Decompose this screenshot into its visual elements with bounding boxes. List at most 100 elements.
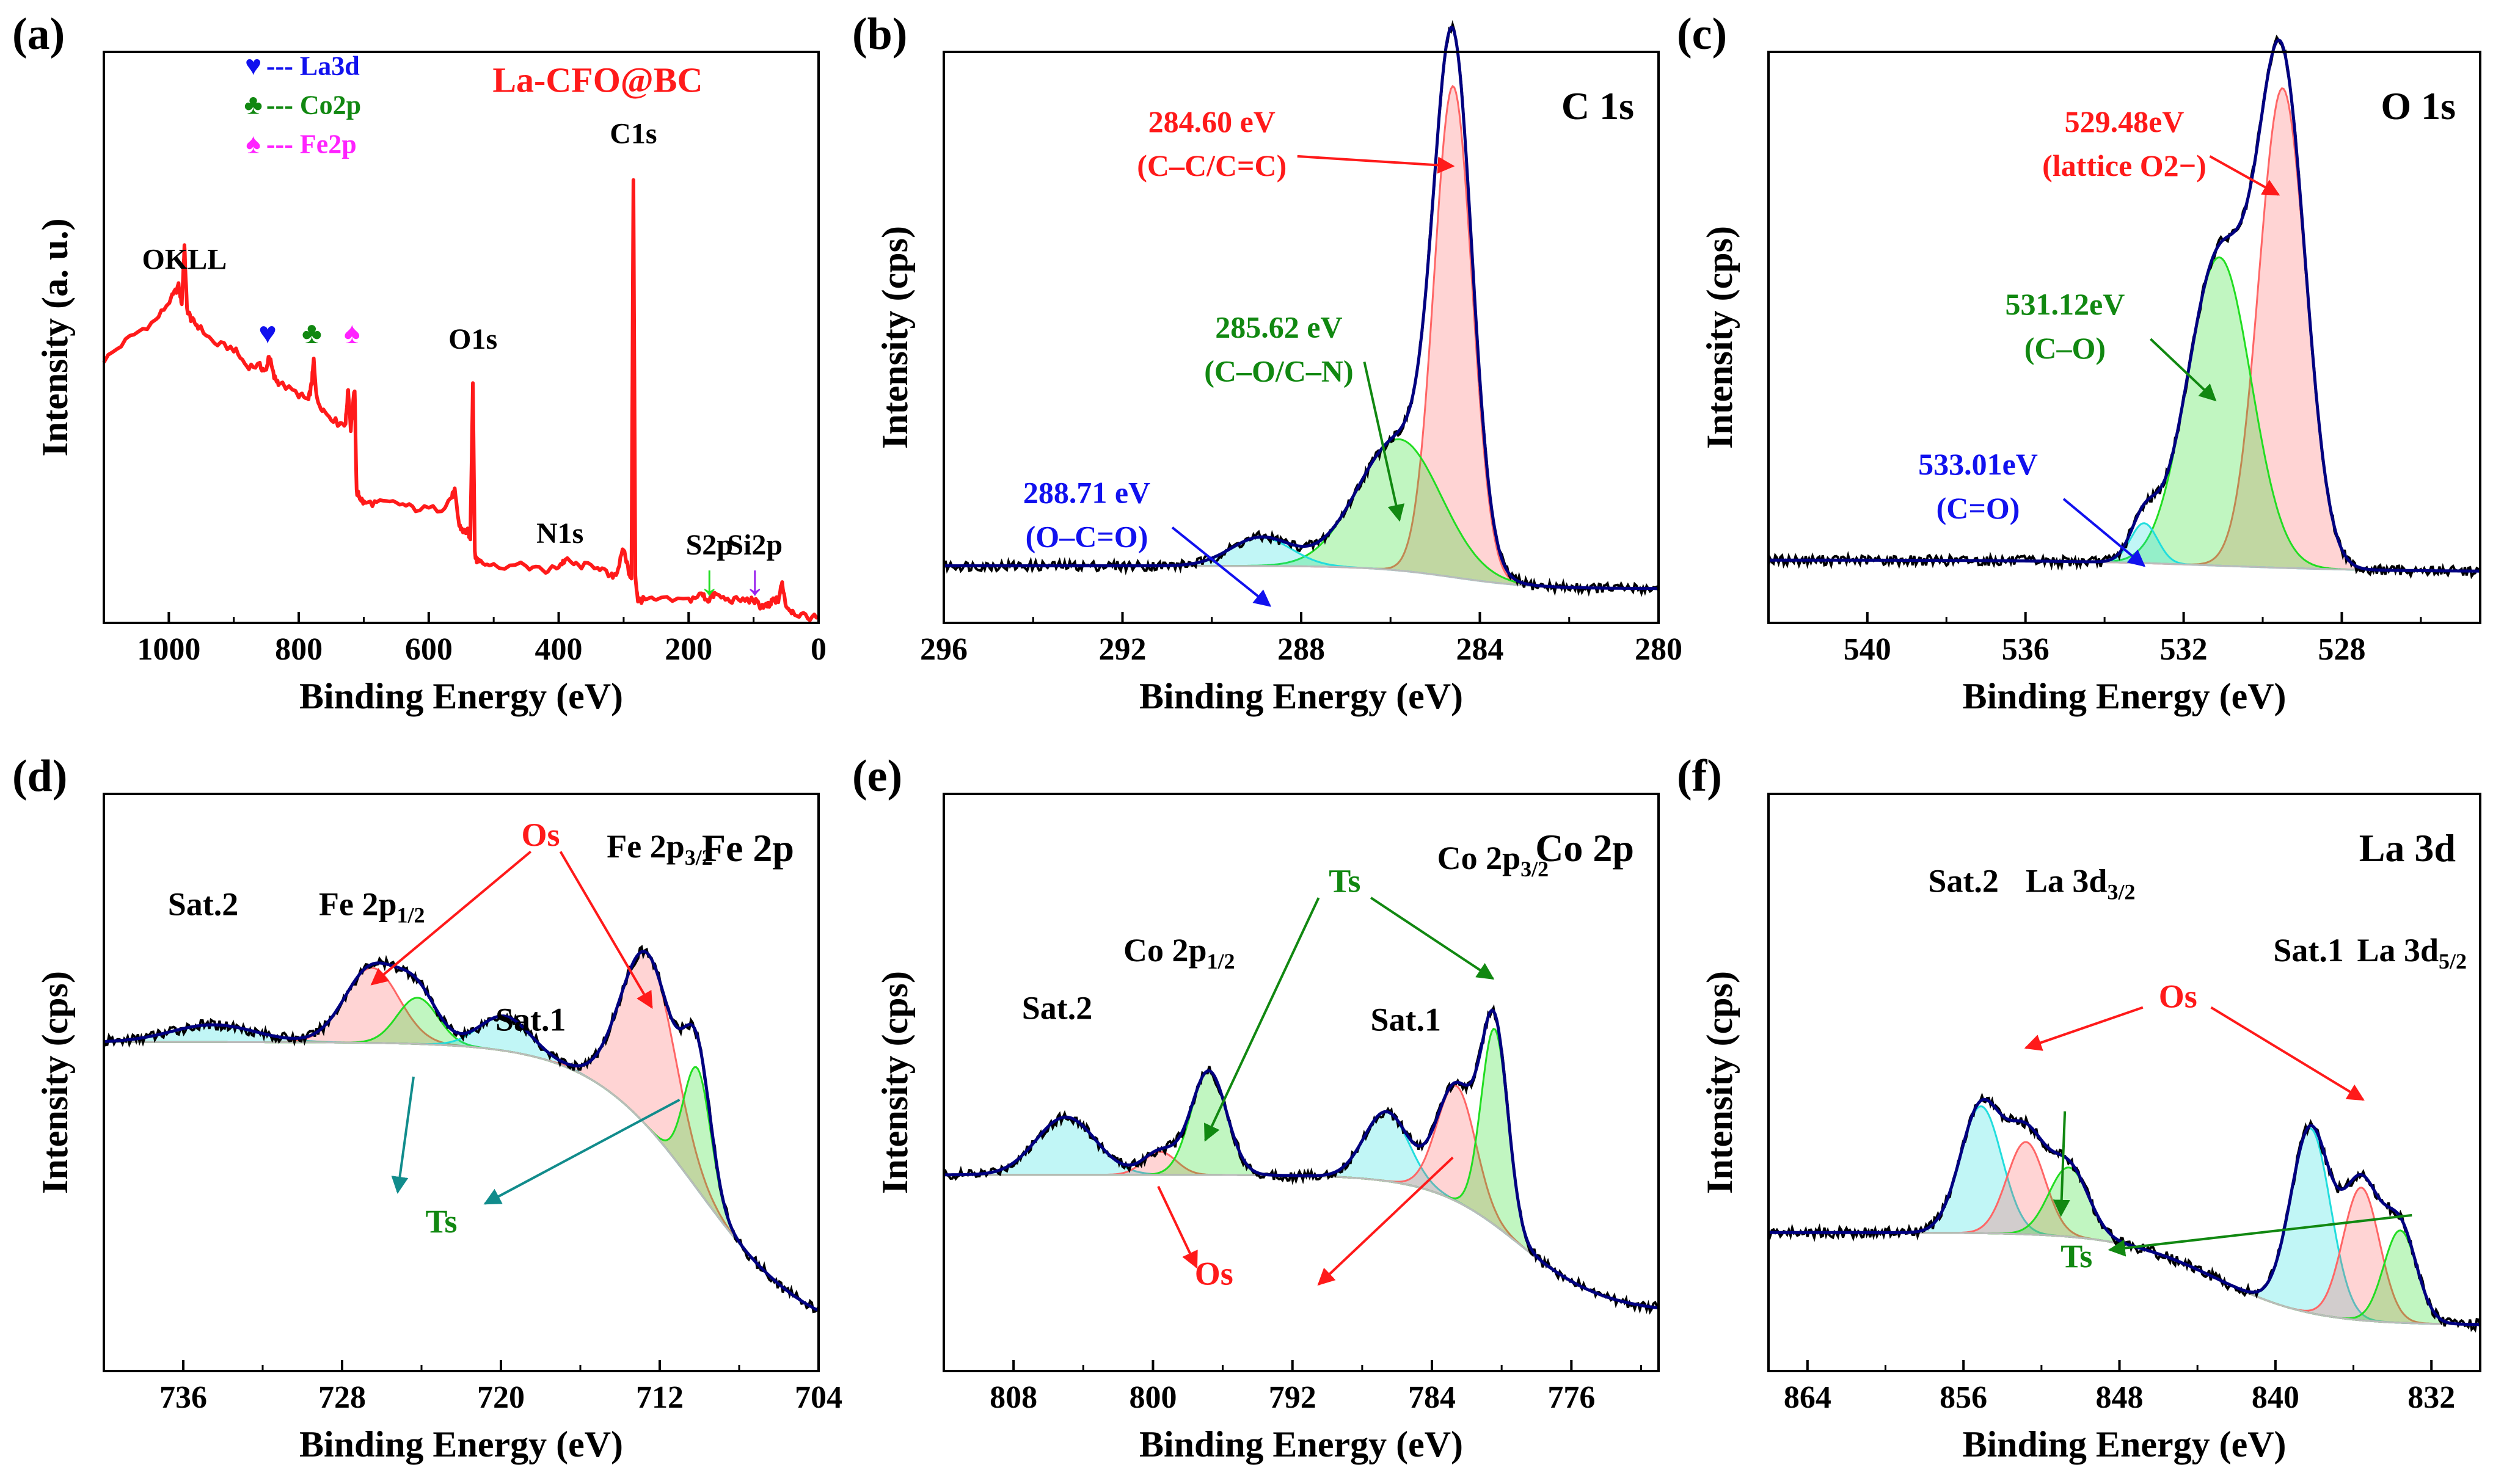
legend-text: --- Fe2p — [266, 129, 357, 159]
peak-marker: ↓ — [744, 557, 765, 604]
plot-frame — [103, 51, 820, 624]
x-tick-label: 840 — [2252, 1380, 2299, 1415]
x-tick-label: 704 — [795, 1380, 842, 1415]
plot-frame — [1767, 51, 2481, 624]
peak-label: Sat.2 — [168, 886, 239, 922]
peak-label: La 3d5/2 — [2357, 932, 2467, 973]
annotation-text: 531.12eV — [2006, 287, 2125, 321]
annotation-arrow — [370, 850, 532, 986]
x-axis-label: Binding Energy (eV) — [1139, 1424, 1463, 1464]
background-line — [104, 1041, 819, 1312]
peak-label: Co 2p1/2 — [1123, 932, 1235, 973]
x-axis-label: Binding Energy (eV) — [299, 676, 623, 716]
peak-label: Os — [1195, 1255, 1233, 1292]
y-axis-label: Intensity (cps) — [1699, 226, 1740, 449]
plot-frame — [943, 793, 1660, 1372]
peak-marker: ♥ — [258, 316, 277, 350]
component-fill — [104, 1042, 819, 1311]
x-tick-label: 528 — [2318, 632, 2365, 667]
annotation-arrow — [559, 851, 653, 1009]
component-fill — [1768, 88, 2480, 572]
peak-label: Co 2p3/2 — [1437, 840, 1549, 881]
x-tick-label: 784 — [1408, 1380, 1456, 1415]
peak-label: C1s — [610, 118, 657, 150]
annotation-arrow — [1363, 362, 1405, 522]
peak-label: Sat.2 — [1022, 990, 1093, 1027]
x-tick-label: 288 — [1277, 632, 1325, 667]
y-axis-label: Intensity (cps) — [1699, 971, 1740, 1194]
peak-marker: ↓ — [699, 557, 720, 604]
x-tick-label: 280 — [1635, 632, 1682, 667]
x-tick-label: 856 — [1940, 1380, 1987, 1415]
chart-title: C 1s — [1561, 84, 1634, 128]
peak-label: Os — [2159, 978, 2197, 1015]
annotation-text: 288.71 eV — [1023, 476, 1150, 510]
panel-f: 864 856 848 840 832 Binding Energy (eV) Intens… — [1677, 751, 2481, 1464]
legend-text: --- La3d — [266, 51, 360, 81]
x-axis-label: Binding Energy (eV) — [1962, 676, 2286, 716]
peak-label: Os — [521, 817, 560, 853]
annotation-arrow — [2108, 1213, 2412, 1257]
annotation-text: 285.62 eV — [1215, 310, 1342, 344]
subscript: 1/2 — [396, 903, 425, 927]
x-tick-label: 864 — [1784, 1380, 1831, 1415]
envelope-line — [1768, 38, 2481, 573]
x-tick-label: 792 — [1269, 1380, 1316, 1415]
x-tick-label: 532 — [2160, 632, 2208, 667]
panel-label: (d) — [12, 751, 67, 801]
peak-label: N1s — [536, 517, 583, 550]
x-tick-label: 400 — [535, 632, 583, 667]
peak-label: Ts — [1329, 863, 1360, 900]
annotation-arrow — [1297, 155, 1455, 174]
chart-title: O 1s — [2381, 84, 2456, 128]
annotation-arrow — [1370, 897, 1495, 980]
peak-label: Sat.1 — [495, 1001, 566, 1038]
subscript: 5/2 — [2439, 949, 2467, 973]
y-axis-label: Intensity (a. u.) — [35, 218, 75, 456]
peak-label: O1s — [448, 323, 497, 355]
component-fill — [944, 537, 1659, 589]
component-fill — [944, 1117, 1659, 1308]
component-line — [944, 1085, 1659, 1309]
plot-frame — [1767, 793, 2481, 1372]
envelope-line — [944, 26, 1659, 591]
panel-d: 736 728 720 712 704 Binding Energy (eV) Intens… — [12, 751, 842, 1464]
chart-title: La-CFO@BC — [492, 60, 703, 100]
panel-c: 540 536 532 528 Binding Energy (eV) Intensity… — [1677, 9, 2481, 716]
legend-text: --- Co2p — [266, 90, 361, 120]
y-axis-label: Intensity (cps) — [875, 971, 915, 1194]
annotation-arrow — [1204, 897, 1320, 1142]
panel-label: (b) — [852, 9, 907, 59]
peak-label: Fe 2p1/2 — [319, 886, 425, 927]
annotation-text: (C–O) — [2024, 331, 2106, 365]
panel-label: (e) — [852, 751, 902, 801]
plot-frame — [103, 793, 820, 1372]
x-tick-label: 600 — [405, 632, 453, 667]
panel-label: (c) — [1677, 9, 1727, 59]
peak-label: Si2p — [727, 529, 783, 561]
annotation-text: (O–C=O) — [1026, 520, 1148, 554]
peak-marker: ♣ — [302, 316, 322, 350]
peak-label: Sat.2 — [1928, 863, 1999, 900]
x-tick-label: 0 — [811, 632, 827, 667]
x-tick-label: 540 — [1844, 632, 1891, 667]
annotation-arrow — [1317, 1156, 1454, 1286]
peak-label: Sat.1 — [2273, 932, 2344, 969]
chart-title: Fe 2p — [702, 826, 794, 870]
panel-label: (f) — [1677, 751, 1722, 801]
annotation-text: (C–C/C=C) — [1137, 148, 1287, 183]
annotation-text: 533.01eV — [1918, 447, 2038, 481]
survey-line — [102, 178, 819, 622]
subscript: 3/2 — [2107, 880, 2135, 904]
x-tick-label: 808 — [990, 1380, 1037, 1415]
annotation-text: (lattice O2−) — [2042, 148, 2206, 183]
peak-label: Sat.1 — [1370, 1001, 1441, 1038]
component-fill — [104, 951, 819, 1311]
annotation-arrow — [2053, 1111, 2070, 1217]
component-fill — [1768, 523, 2480, 572]
x-axis-label: Binding Energy (eV) — [299, 1424, 623, 1464]
panel-b: 296 292 288 284 280 Binding Energy (eV) Intens… — [852, 9, 1682, 716]
peak-label: OKLL — [142, 243, 227, 275]
legend-symbol: ♠ — [246, 128, 260, 159]
